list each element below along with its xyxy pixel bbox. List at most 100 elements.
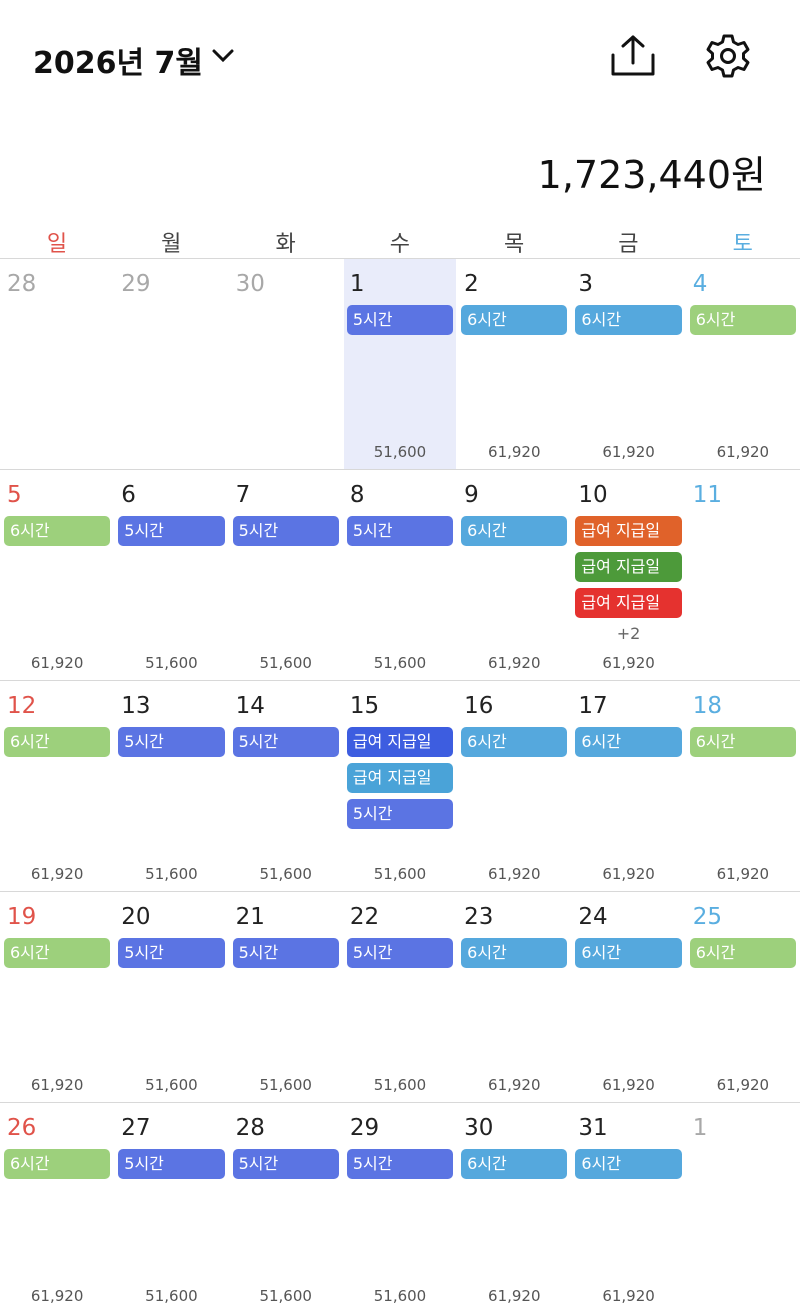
event-chip[interactable]: 6시간 [461, 727, 568, 757]
day-amount: 61,920 [30, 1076, 84, 1094]
event-chip[interactable]: 5시간 [346, 305, 454, 335]
date-number: 7 [235, 482, 251, 508]
date-number: 5 [7, 482, 22, 508]
today-highlight [343, 259, 457, 469]
event-chip[interactable]: 급여 지급일 [575, 516, 682, 546]
event-chip[interactable]: 6시간 [4, 1149, 111, 1179]
more-events[interactable]: +2 [616, 624, 641, 643]
day-amount: 51,600 [373, 654, 427, 672]
day-amount: 51,600 [373, 1076, 427, 1094]
date-number: 16 [464, 693, 494, 719]
date-number: 23 [464, 904, 494, 930]
event-chip[interactable]: 급여 지급일 [575, 588, 682, 618]
date-number: 24 [578, 904, 608, 930]
day-amount: 51,600 [259, 865, 312, 883]
event-chip[interactable]: 5시간 [232, 727, 339, 757]
date-number: 11 [692, 482, 722, 508]
day-amount: 51,600 [259, 1076, 312, 1094]
day-amount: 51,600 [373, 865, 427, 883]
day-amount: 61,920 [488, 1287, 541, 1305]
event-chip[interactable]: 6시간 [689, 938, 796, 968]
day-amount: 61,920 [488, 654, 541, 672]
week-divider [0, 1102, 800, 1103]
day-amount: 51,600 [145, 865, 198, 883]
event-chip[interactable]: 6시간 [4, 516, 111, 546]
date-number: 2 [464, 271, 479, 297]
date-number: 30 [235, 271, 265, 297]
date-number: 8 [349, 482, 365, 508]
event-chip[interactable]: 6시간 [575, 938, 682, 968]
event-chip[interactable]: 6시간 [4, 727, 111, 757]
event-chip[interactable]: 5시간 [118, 727, 225, 757]
event-chip[interactable]: 5시간 [346, 938, 454, 968]
event-chip[interactable]: 5시간 [232, 1149, 339, 1179]
event-chip[interactable]: 6시간 [461, 938, 568, 968]
day-amount: 61,920 [30, 865, 84, 883]
date-number: 4 [692, 271, 708, 297]
date-number: 1 [349, 271, 365, 297]
date-number: 17 [578, 693, 608, 719]
date-number: 20 [121, 904, 151, 930]
date-number: 14 [235, 693, 265, 719]
weekday-label: 일 [46, 232, 68, 257]
day-amount: 61,920 [488, 443, 541, 461]
date-number: 22 [349, 904, 380, 930]
date-number: 28 [7, 271, 37, 297]
week-divider [0, 469, 800, 470]
chevron-down[interactable] [211, 46, 235, 66]
settings-icon[interactable] [705, 33, 751, 79]
date-number: 9 [464, 482, 479, 508]
event-chip[interactable]: 6시간 [575, 1149, 682, 1179]
day-amount: 61,920 [602, 654, 655, 672]
event-chip[interactable]: 6시간 [461, 305, 568, 335]
day-amount: 51,600 [145, 1287, 198, 1305]
header-divider [0, 258, 800, 259]
day-amount: 61,920 [716, 865, 770, 883]
event-chip[interactable]: 5시간 [346, 799, 454, 829]
day-amount: 61,920 [602, 865, 655, 883]
day-amount: 51,600 [373, 1287, 427, 1305]
month-title[interactable]: 2026년 7월 [33, 46, 204, 81]
event-chip[interactable]: 5시간 [346, 1149, 454, 1179]
date-number: 13 [121, 693, 151, 719]
event-chip[interactable]: 5시간 [118, 1149, 225, 1179]
event-chip[interactable]: 5시간 [118, 938, 225, 968]
event-chip[interactable]: 6시간 [689, 305, 796, 335]
date-number: 18 [692, 693, 722, 719]
event-chip[interactable]: 5시간 [118, 516, 225, 546]
event-chip[interactable]: 급여 지급일 [346, 763, 454, 793]
date-number: 28 [235, 1115, 265, 1141]
event-chip[interactable]: 5시간 [232, 516, 339, 546]
day-amount: 61,920 [602, 1076, 655, 1094]
date-number: 19 [7, 904, 37, 930]
day-amount: 51,600 [145, 1076, 198, 1094]
day-amount: 61,920 [716, 443, 770, 461]
event-chip[interactable]: 6시간 [461, 516, 568, 546]
date-number: 29 [349, 1115, 380, 1141]
date-number: 3 [578, 271, 594, 297]
share-icon[interactable] [608, 33, 658, 79]
day-amount: 51,600 [373, 443, 427, 461]
event-chip[interactable]: 6시간 [575, 727, 682, 757]
date-number: 21 [235, 904, 265, 930]
day-amount: 51,600 [145, 654, 198, 672]
event-chip[interactable]: 6시간 [689, 727, 796, 757]
event-chip[interactable]: 급여 지급일 [575, 552, 682, 582]
event-chip[interactable]: 5시간 [232, 938, 339, 968]
date-number: 6 [121, 482, 136, 508]
weekday-label: 토 [732, 232, 753, 257]
event-chip[interactable]: 6시간 [575, 305, 682, 335]
event-chip[interactable]: 급여 지급일 [346, 727, 454, 757]
date-number: 27 [121, 1115, 151, 1141]
date-number: 25 [692, 904, 722, 930]
event-chip[interactable]: 6시간 [461, 1149, 568, 1179]
day-amount: 61,920 [30, 654, 84, 672]
event-chip[interactable]: 6시간 [4, 938, 111, 968]
date-number: 26 [7, 1115, 37, 1141]
date-number: 10 [578, 482, 608, 508]
date-number: 15 [349, 693, 380, 719]
day-amount: 61,920 [30, 1287, 84, 1305]
event-chip[interactable]: 5시간 [346, 516, 454, 546]
week-divider [0, 680, 800, 681]
